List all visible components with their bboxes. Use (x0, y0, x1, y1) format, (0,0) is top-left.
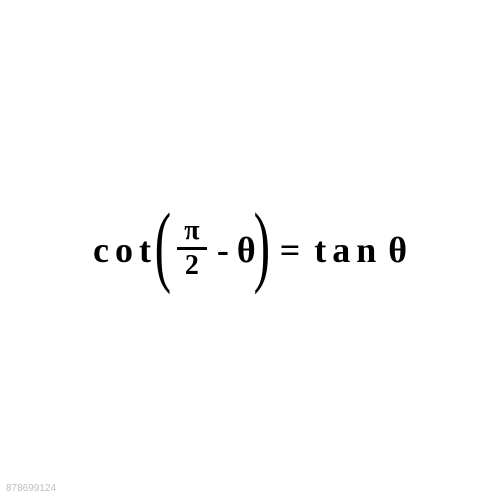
rhs-theta: θ (388, 232, 407, 268)
fraction-numerator: π (180, 217, 203, 247)
fraction-denominator: 2 (181, 250, 203, 280)
watermark-id: 878699124 (6, 483, 56, 494)
equals-sign: = (280, 232, 305, 268)
canvas: cot ( π 2 - θ ) = tan θ 878699124 (0, 0, 500, 500)
paren-close: ) (253, 201, 272, 291)
minus-operator: - (217, 232, 233, 268)
fraction: π 2 (177, 217, 207, 280)
lhs-function: cot (93, 232, 157, 268)
rhs-function: tan (314, 232, 382, 268)
paren-open: ( (155, 201, 174, 291)
equation: cot ( π 2 - θ ) = tan θ (93, 205, 407, 295)
